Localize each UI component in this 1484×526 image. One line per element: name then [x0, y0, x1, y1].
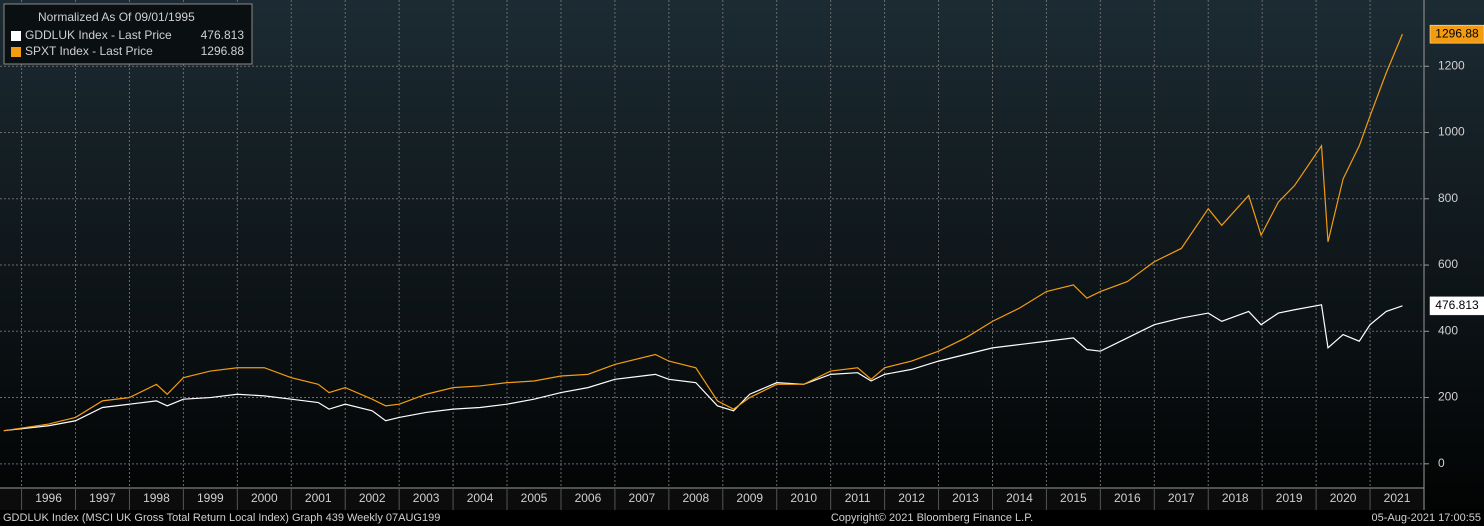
x-tick-label: 2005 — [521, 491, 548, 505]
legend-swatch — [11, 31, 21, 41]
legend-title: Normalized As Of 09/01/1995 — [38, 10, 195, 24]
series-line — [3, 304, 1403, 432]
legend-label: GDDLUK Index - Last Price — [25, 28, 172, 42]
y-tick-label: 400 — [1438, 323, 1458, 337]
x-tick-label: 2010 — [790, 491, 817, 505]
x-tick-label: 1998 — [143, 491, 170, 505]
x-tick-label: 2020 — [1330, 491, 1357, 505]
x-tick-label: 2011 — [845, 491, 871, 505]
footer-left: GDDLUK Index (MSCI UK Gross Total Return… — [3, 512, 440, 524]
y-tick-label: 200 — [1438, 390, 1458, 404]
footer-right: 05-Aug-2021 17:00:55 — [1372, 512, 1481, 524]
x-tick-label: 2018 — [1222, 491, 1249, 505]
x-axis-band — [0, 488, 1424, 510]
footer-center: Copyright© 2021 Bloomberg Finance L.P. — [831, 512, 1033, 524]
x-tick-label: 2019 — [1276, 491, 1303, 505]
x-tick-label: 1996 — [35, 491, 62, 505]
legend: Normalized As Of 09/01/1995 GDDLUK Index… — [3, 3, 253, 65]
last-price-label: 476.813 — [1435, 298, 1479, 312]
grid — [0, 0, 1429, 510]
legend-label: SPXT Index - Last Price — [25, 44, 153, 58]
x-tick-label: 2014 — [1006, 491, 1033, 505]
legend-value: 1296.88 — [201, 44, 245, 58]
last-price-tag — [1429, 24, 1484, 44]
x-tick-label: 2006 — [575, 491, 602, 505]
legend-value: 476.813 — [201, 28, 245, 42]
x-tick-label: 2001 — [305, 491, 332, 505]
last-price-tag — [1429, 296, 1484, 316]
lines — [3, 33, 1403, 432]
y-tick-label: 600 — [1438, 257, 1458, 271]
x-tick-label: 2012 — [898, 491, 925, 505]
x-tick-label: 2002 — [359, 491, 386, 505]
x-tick-label: 2000 — [251, 491, 278, 505]
x-tick-label: 2007 — [629, 491, 656, 505]
y-tick-label: 1000 — [1438, 125, 1465, 139]
last-price-label: 1296.88 — [1435, 26, 1479, 40]
y-tick-label: 800 — [1438, 191, 1458, 205]
x-tick-label: 1997 — [89, 491, 116, 505]
x-tick-label: 2016 — [1114, 491, 1141, 505]
x-tick-label: 1999 — [197, 491, 224, 505]
x-tick-label: 2008 — [682, 491, 709, 505]
series-line — [3, 33, 1403, 432]
y-tick-label: 1200 — [1438, 58, 1465, 72]
x-tick-label: 2021 — [1384, 491, 1411, 505]
x-tick-label: 2013 — [952, 491, 979, 505]
x-tick-label: 2003 — [413, 491, 440, 505]
legend-swatch — [11, 47, 21, 57]
y-tick-label: 0 — [1438, 456, 1445, 470]
x-tick-label: 2015 — [1060, 491, 1087, 505]
plot-background — [0, 0, 1484, 510]
x-tick-label: 2009 — [736, 491, 763, 505]
x-tick-label: 2004 — [467, 491, 494, 505]
x-tick-label: 2017 — [1168, 491, 1195, 505]
legend-box — [3, 3, 253, 65]
